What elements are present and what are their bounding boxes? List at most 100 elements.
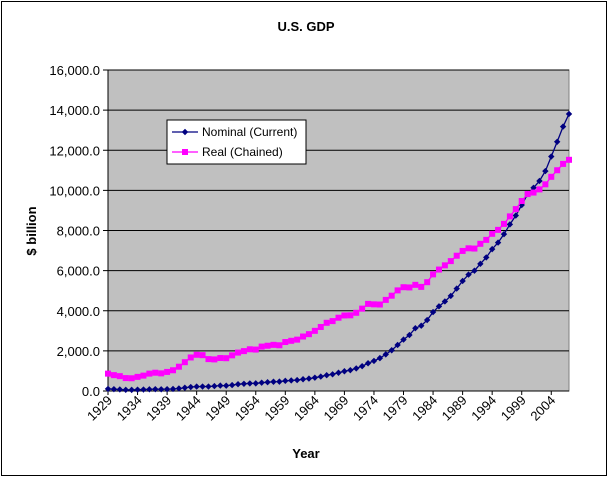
y-axis-title: $ billion — [24, 206, 39, 255]
data-point — [376, 354, 384, 362]
data-point — [217, 355, 224, 362]
chart-title: U.S. GDP — [277, 19, 334, 34]
data-point — [441, 298, 449, 305]
data-point — [181, 359, 188, 366]
data-point — [317, 373, 324, 380]
data-point — [329, 371, 336, 378]
data-point — [276, 342, 283, 349]
data-point — [258, 379, 265, 386]
x-tick-label: 1989 — [439, 393, 470, 424]
data-point — [110, 372, 117, 379]
data-point — [406, 331, 413, 339]
data-point — [441, 262, 448, 269]
data-point — [305, 331, 312, 338]
x-tick-label: 1934 — [114, 393, 145, 424]
data-point — [193, 351, 200, 358]
data-point — [347, 366, 354, 374]
data-point — [181, 384, 189, 391]
data-point — [536, 186, 543, 193]
data-point — [252, 380, 259, 387]
data-point — [341, 312, 348, 319]
y-tick-label: 10,000.0 — [49, 183, 100, 198]
data-point — [471, 245, 478, 252]
data-point — [163, 385, 171, 393]
data-point — [300, 333, 307, 340]
data-point — [240, 348, 247, 355]
data-point — [548, 153, 555, 160]
data-point — [394, 341, 401, 349]
data-point — [276, 378, 283, 385]
data-point — [311, 327, 318, 334]
data-point — [542, 167, 549, 175]
data-point — [140, 386, 147, 393]
y-tick-label: 12,000.0 — [49, 143, 100, 158]
data-point — [240, 380, 248, 388]
series-layer — [104, 110, 573, 394]
data-point — [406, 284, 413, 291]
y-tick-label: 6,000.0 — [57, 264, 100, 279]
data-point — [483, 236, 490, 243]
y-axis: 0.0 2,000.0 4,000.0 6,000.0 8,000.0 10,000.0 1… — [49, 63, 109, 399]
data-point — [382, 351, 389, 358]
x-tick-label: 1939 — [143, 393, 174, 424]
data-point — [335, 369, 342, 376]
data-point — [105, 370, 111, 377]
data-point — [512, 206, 519, 213]
data-point — [175, 363, 182, 370]
data-point — [122, 375, 129, 382]
data-point — [500, 220, 507, 227]
data-point — [553, 138, 561, 145]
data-point — [559, 123, 567, 130]
data-point — [347, 312, 354, 319]
x-tick-label: 1949 — [202, 393, 233, 424]
data-point — [217, 382, 224, 389]
data-point — [270, 378, 277, 385]
data-point — [146, 370, 153, 377]
data-point — [459, 247, 466, 254]
data-point — [471, 267, 478, 274]
x-axis-title: Year — [292, 446, 319, 461]
legend-marker-real — [182, 149, 188, 155]
data-point — [110, 385, 118, 393]
data-point — [560, 160, 567, 167]
data-point — [435, 266, 442, 273]
data-point — [164, 368, 171, 375]
data-point — [477, 240, 484, 247]
data-point — [388, 347, 395, 354]
data-point — [459, 277, 466, 285]
data-point — [223, 355, 230, 362]
data-point — [518, 201, 525, 209]
data-point — [293, 376, 301, 384]
data-point — [235, 349, 242, 356]
data-point — [435, 303, 443, 310]
data-point — [134, 386, 141, 393]
data-point — [536, 177, 543, 185]
data-point — [193, 383, 200, 390]
data-point — [376, 301, 383, 308]
data-point — [400, 336, 407, 343]
data-point — [128, 386, 135, 394]
data-point — [382, 296, 389, 303]
data-point — [157, 386, 165, 393]
data-point — [205, 383, 212, 390]
data-point — [423, 316, 431, 324]
data-point — [305, 375, 313, 382]
data-point — [530, 189, 537, 196]
data-point — [152, 369, 159, 376]
data-point — [548, 173, 555, 180]
data-point — [506, 213, 513, 220]
x-tick-label: 1959 — [261, 393, 292, 424]
data-point — [447, 258, 454, 265]
data-point — [453, 285, 460, 292]
data-point — [512, 212, 520, 219]
data-point — [116, 386, 124, 393]
data-point — [465, 271, 472, 278]
data-point — [412, 325, 419, 332]
y-tick-label: 0.0 — [82, 384, 100, 399]
data-point — [495, 226, 502, 233]
data-point — [494, 239, 502, 246]
data-point — [418, 283, 425, 290]
data-point — [353, 309, 360, 316]
data-point — [424, 279, 431, 286]
